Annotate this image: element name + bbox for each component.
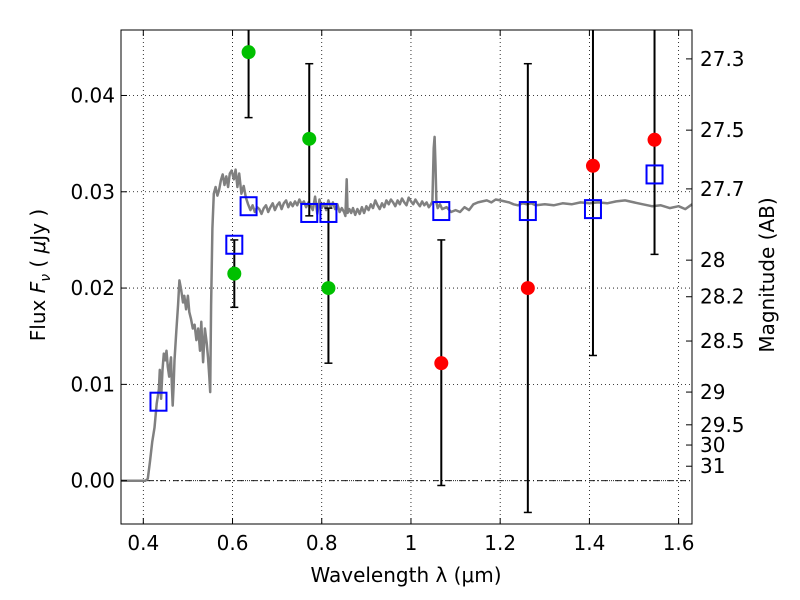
green-data-point: [302, 131, 317, 146]
right-tick-label: 30: [700, 433, 725, 457]
right-tick-label: 29.5: [700, 413, 745, 437]
green-data-point: [241, 45, 256, 60]
x-tick-label: 0.4: [127, 531, 159, 555]
y-tick-label: 0.01: [70, 372, 115, 396]
x-tick-label: 0.8: [306, 531, 338, 555]
x-tick-label: 0.6: [217, 531, 249, 555]
right-tick-label: 27.3: [700, 47, 745, 71]
right-tick-label: 27.5: [700, 118, 745, 142]
right-tick-label: 28.2: [700, 285, 745, 309]
plot-frame: [120, 29, 693, 525]
y-label-part-unit: Jy ): [26, 209, 50, 243]
right-axis-label: Magnitude (AB): [755, 197, 779, 352]
model-band-square: [518, 201, 537, 222]
model-band-square: [645, 164, 664, 185]
error-bars: [230, 30, 659, 514]
right-tick-label: 28.5: [700, 329, 745, 353]
model-band-square: [225, 234, 244, 255]
right-tick-label: 28: [700, 248, 725, 272]
y-tick-label: 0.02: [70, 276, 115, 300]
right-tick-label: 27.7: [700, 177, 745, 201]
model-spectrum-line: [121, 135, 693, 482]
red-data-point: [647, 132, 662, 147]
x-tick-label: 1.6: [663, 531, 695, 555]
axis-ticks: 0.4 0.6 0.8 1 1.2 1.4 1.6 0.00 0.01 0.02 0.03 0.04 2…: [70, 30, 745, 555]
green-data-point: [321, 281, 336, 296]
data-markers: [149, 45, 664, 412]
model-band-square: [432, 201, 451, 222]
model-band-square: [319, 202, 338, 223]
model-band-square: [239, 196, 258, 217]
red-data-point: [520, 281, 535, 296]
grid: [121, 30, 692, 524]
x-tick-label: 1.2: [484, 531, 516, 555]
x-tick-label: 1.4: [573, 531, 605, 555]
model-band-square: [583, 199, 602, 220]
y-label-part-open: (: [26, 253, 50, 274]
model-band-square: [300, 202, 319, 223]
x-axis-label: Wavelength λ (μm): [310, 563, 501, 587]
y-label-part-mu: μ: [26, 241, 50, 255]
y-label-part-nu: ν: [38, 274, 54, 282]
y-tick-label: 0.03: [70, 180, 115, 204]
y-label-part-flux: Flux: [26, 293, 50, 341]
y-label-part-f: F: [26, 281, 50, 293]
y-tick-label: 0.04: [70, 83, 115, 107]
right-tick-label: 29: [700, 380, 725, 404]
red-data-point: [585, 158, 600, 173]
y-axis-label: Flux Fν ( μJy ): [26, 209, 54, 341]
right-tick-label: 31: [700, 454, 725, 478]
red-data-point: [434, 356, 449, 371]
x-tick-label: 1: [405, 531, 418, 555]
model-spectrum: [121, 135, 693, 482]
green-data-point: [227, 266, 242, 281]
model-band-square: [149, 391, 168, 412]
y-tick-label: 0.00: [70, 469, 115, 493]
